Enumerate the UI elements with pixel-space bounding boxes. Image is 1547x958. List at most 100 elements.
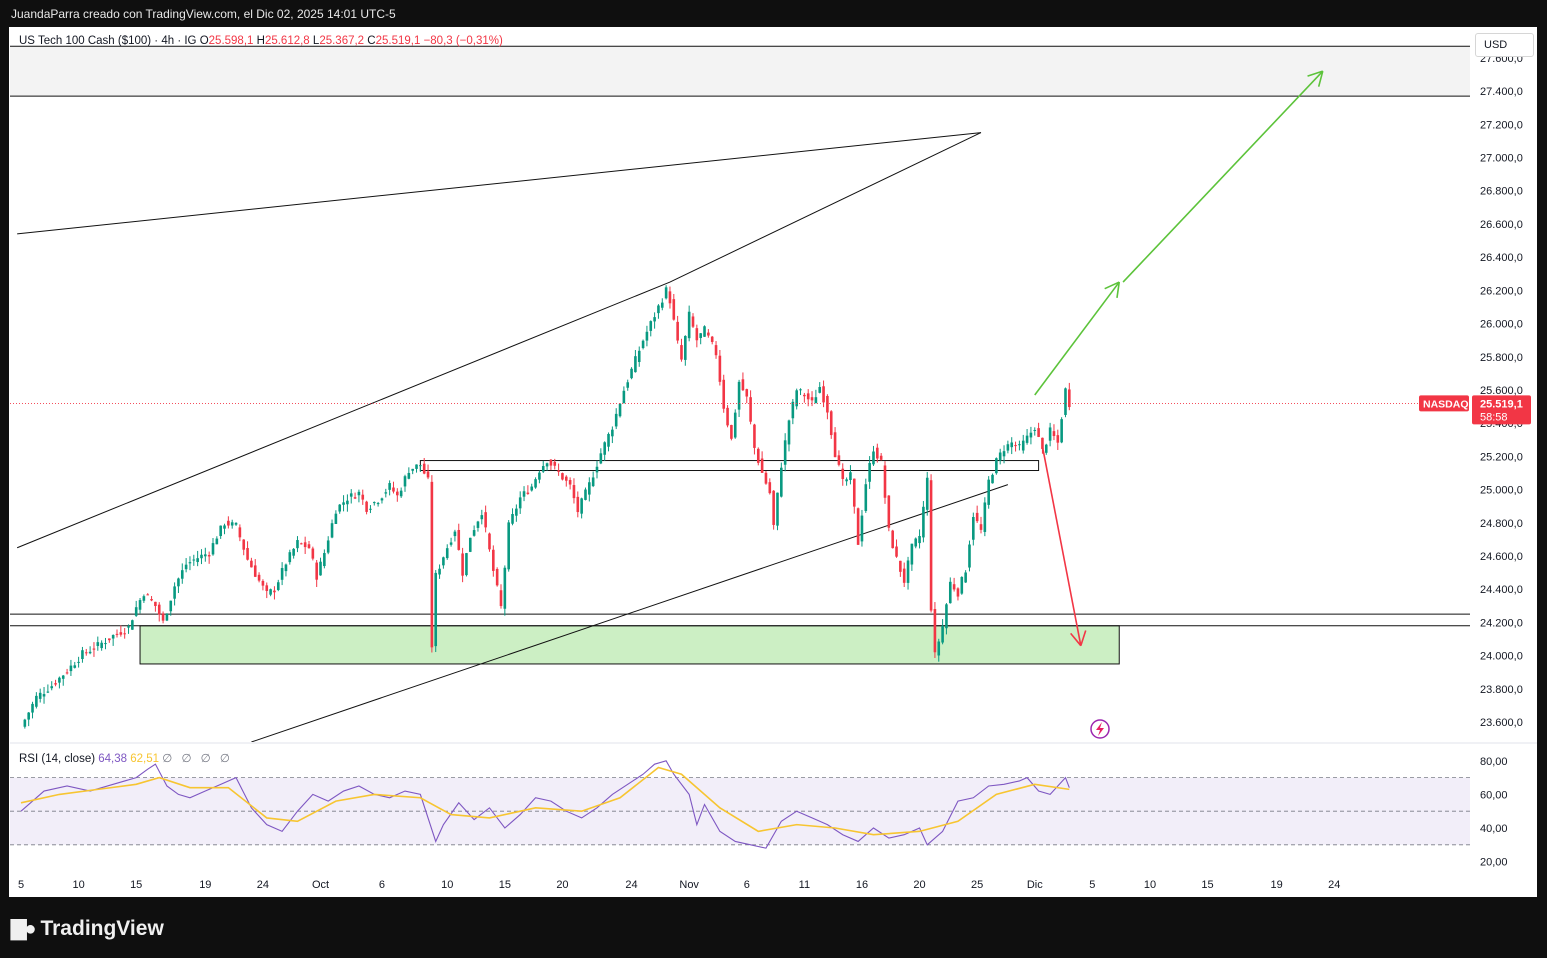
candle	[764, 470, 768, 485]
candle	[945, 603, 948, 635]
price-tick-label: 27.000,0	[1480, 153, 1523, 165]
candle	[987, 476, 990, 509]
candle	[69, 659, 73, 676]
candle	[1025, 429, 1029, 445]
candle-body	[250, 560, 253, 568]
candle	[634, 349, 637, 373]
candle	[495, 567, 499, 587]
symbol-name: US Tech 100 Cash ($100) · 4h · IG	[19, 35, 197, 47]
candle-body	[979, 524, 983, 530]
arrow-2	[1041, 446, 1087, 647]
candle-body	[65, 672, 69, 674]
candle	[972, 512, 975, 546]
arrow-shaft	[1034, 281, 1120, 396]
candle-body	[780, 467, 783, 497]
price-tick-label: 24.200,0	[1480, 617, 1523, 629]
candle	[737, 379, 741, 418]
candle	[200, 549, 203, 565]
price-tick-label: 23.600,0	[1480, 717, 1523, 729]
candle-body	[741, 379, 745, 391]
candle-body	[860, 515, 864, 542]
candle	[77, 656, 80, 668]
candle	[46, 684, 50, 694]
candle	[922, 501, 925, 543]
candle	[127, 624, 130, 634]
candle-body	[922, 506, 925, 538]
candle-body	[480, 515, 484, 520]
candle	[449, 537, 453, 547]
arrow-head	[1307, 70, 1324, 77]
candle-body	[887, 495, 891, 528]
candle-body	[369, 508, 372, 510]
candle	[238, 524, 242, 542]
time-tick-label: Dic	[1027, 879, 1043, 891]
candle	[92, 642, 96, 657]
candle-body	[361, 494, 365, 500]
candle	[653, 312, 656, 329]
open-label: O	[199, 35, 209, 47]
candle	[584, 487, 587, 501]
rsi-ma-value: 62,51	[130, 753, 160, 765]
price-tick-label: 27.600,0	[1480, 53, 1523, 65]
time-tick-label: 20	[556, 879, 568, 891]
candle	[419, 465, 422, 472]
candle-body	[407, 472, 411, 479]
candle	[837, 450, 841, 467]
candle	[353, 492, 357, 500]
candle-body	[538, 472, 541, 480]
tradingview-logo[interactable]: ▇● TradingView	[11, 916, 164, 941]
candle-body	[511, 514, 514, 524]
candle-body	[1060, 419, 1063, 443]
candle-body	[695, 328, 699, 341]
candle-body	[522, 491, 526, 497]
candle	[58, 676, 61, 689]
candle	[856, 507, 860, 545]
candle-body	[457, 529, 461, 550]
candle	[607, 432, 610, 452]
candle	[438, 564, 441, 579]
candle-body	[292, 548, 295, 556]
candle-body	[461, 553, 464, 576]
currency-button[interactable]: USD	[1475, 33, 1534, 57]
candle	[261, 579, 265, 591]
candle-body	[296, 540, 299, 549]
candle	[1018, 440, 1021, 451]
candle-body	[895, 546, 898, 557]
candle-body	[73, 665, 77, 668]
candle-body	[484, 512, 487, 528]
candle-body	[614, 413, 618, 427]
candle	[365, 500, 368, 515]
candle-body	[607, 433, 610, 447]
candle-body	[948, 581, 952, 604]
price-tick-label: 24.000,0	[1480, 651, 1523, 663]
candle	[829, 410, 833, 439]
candle-body	[276, 582, 280, 590]
candle-body	[207, 555, 211, 557]
candle	[476, 520, 480, 532]
candle-body	[764, 472, 768, 484]
candle-body	[468, 537, 472, 552]
candle-body	[246, 548, 249, 560]
candle	[745, 388, 749, 404]
candles	[23, 285, 1071, 729]
candle	[207, 551, 211, 564]
candle-body	[165, 613, 169, 621]
price-tick-label: 24.600,0	[1480, 551, 1523, 563]
price-tick-label: 24.800,0	[1480, 518, 1523, 530]
candle-body	[906, 560, 910, 583]
candle-body	[157, 604, 161, 615]
trendline-0	[17, 132, 982, 235]
candle	[937, 638, 941, 662]
candle-body	[772, 490, 775, 525]
candle-body	[618, 403, 622, 417]
candle	[956, 587, 960, 601]
candle-body	[653, 317, 656, 322]
candle-body	[983, 502, 987, 532]
candle-body	[634, 356, 637, 373]
candle-body	[553, 461, 557, 466]
price-tag-name: NASDAQ	[1423, 398, 1469, 410]
candle-body	[334, 513, 338, 524]
candle-body	[411, 468, 414, 471]
candle	[948, 577, 952, 604]
